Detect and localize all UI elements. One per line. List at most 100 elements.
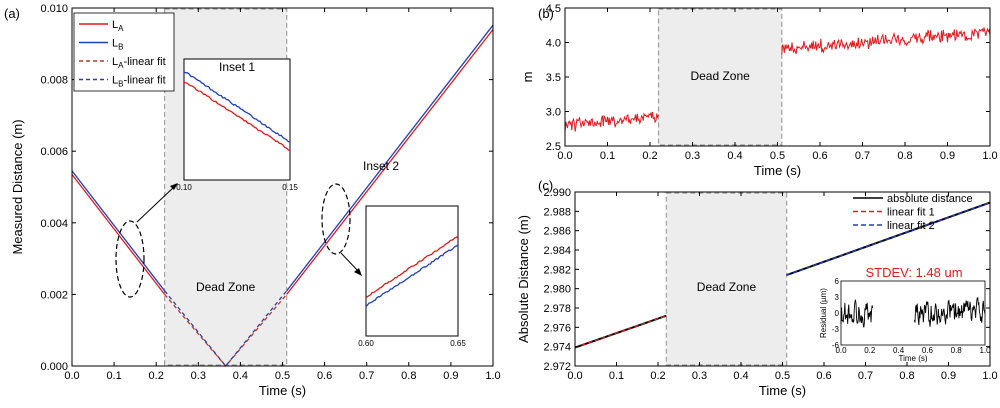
legend-label: linear fit 1 <box>887 207 935 219</box>
x-tick-label: 0.1 <box>106 370 121 382</box>
x-tick-label: 0.2 <box>650 370 665 382</box>
arrow-2 <box>340 252 360 273</box>
residual-line <box>840 299 874 328</box>
noisy-series-line <box>564 111 659 133</box>
y-tick-label: 2.974 <box>543 342 571 354</box>
x-axis-label: Time (s) <box>754 163 801 178</box>
inset-x-tick-label: 0.4 <box>893 346 905 355</box>
x-tick-label: 1.0 <box>982 370 997 382</box>
legend-main: L <box>112 56 118 68</box>
x-tick-label: 0.6 <box>816 370 831 382</box>
y-tick-label: 0.000 <box>40 361 68 373</box>
legend-main: L <box>112 75 118 87</box>
x-tick-label: 0.3 <box>692 370 707 382</box>
x-tick-label: 0.0 <box>557 150 572 162</box>
panel-b-chart: Dead Zone 0.0 0.1 0.2 0.3 0.4 0.5 0.6 0.7 0.8 0.9 1… <box>520 3 998 178</box>
legend-sub: A <box>118 24 124 33</box>
y-tick-label: 3.5 <box>546 72 561 84</box>
legend-sub: B <box>118 80 123 89</box>
panel-c-chart: Dead Zone 0.0 0.1 0.2 0.3 0.4 0.5 0.6 0.7 0.8 0.9 1… <box>516 178 998 398</box>
inset-1: 0.10 0.15 Inset 1 <box>176 58 298 192</box>
y-tick-label: 2.5 <box>546 141 561 153</box>
annotation-inset-2: Inset 2 <box>363 159 399 173</box>
arrow-head-2 <box>354 268 362 276</box>
inset-frame <box>840 280 986 346</box>
x-tick-label: 0.9 <box>443 370 458 382</box>
y-tick-label: 2.984 <box>543 245 571 257</box>
dead-zone <box>665 192 788 366</box>
x-axis-label: Time (s) <box>759 383 806 398</box>
inset-x-tick-label: 0.15 <box>282 183 298 192</box>
y-tick-label: 2.972 <box>543 361 571 373</box>
legend-main: L <box>112 38 118 50</box>
inset-frame <box>365 205 459 337</box>
x-tick-label: 0.8 <box>899 370 914 382</box>
legend-main: L <box>112 19 118 31</box>
arrow-1 <box>136 185 176 223</box>
series-line-1 <box>71 170 166 292</box>
panel-label: (a) <box>4 6 20 21</box>
inset-x-tick-label: 0.10 <box>176 183 192 192</box>
x-tick-label: 0.7 <box>855 150 870 162</box>
x-tick-label: 0.5 <box>775 370 790 382</box>
dead-zone-label: Dead Zone <box>697 280 757 294</box>
series-line-1 <box>286 24 494 292</box>
y-tick-label: 2.980 <box>543 284 571 296</box>
x-tick-label: 0.6 <box>812 150 827 162</box>
y-tick-label: 2.986 <box>543 226 571 238</box>
x-tick-label: 0.6 <box>317 370 332 382</box>
legend-suffix: -linear fit <box>123 56 165 68</box>
series-line-0 <box>286 29 494 295</box>
inset-y-tick-label: -3 <box>832 325 840 334</box>
series-line-1 <box>574 315 667 349</box>
dead-zone-label: Dead Zone <box>690 69 750 83</box>
x-tick-label: 0.0 <box>64 370 79 382</box>
y-tick-label: 2.976 <box>543 322 571 334</box>
residual-inset: 0.0 0.2 0.4 0.6 0.8 1.0 -6 -3 0 3 6 Time (s) Residua… <box>819 265 991 363</box>
x-tick-label: 1.0 <box>982 150 997 162</box>
x-tick-label: 0.0 <box>567 370 582 382</box>
x-tick-label: 0.3 <box>685 150 700 162</box>
y-tick-label: 4.0 <box>546 38 561 50</box>
y-tick-label: 2.982 <box>543 264 571 276</box>
inset-title: Inset 1 <box>219 60 255 74</box>
x-tick-label: 0.8 <box>401 370 416 382</box>
x-tick-label: 0.8 <box>897 150 912 162</box>
y-tick-label: 2.990 <box>543 187 571 199</box>
legend-sub: B <box>118 43 123 52</box>
inset-x-label: Time (s) <box>898 354 927 363</box>
inset-line <box>365 235 459 299</box>
y-tick-label: 0.004 <box>40 218 68 230</box>
inset-y-tick-label: 0 <box>835 309 840 318</box>
legend-label: linear fit 2 <box>887 220 935 232</box>
y-axis-label: Measured Distance (m) <box>10 119 25 254</box>
inset-x-tick-label: 0.2 <box>864 346 876 355</box>
x-tick-label: 0.7 <box>359 370 374 382</box>
noisy-series-line <box>781 27 991 55</box>
x-axis-label: Time (s) <box>259 383 306 398</box>
x-tick-label: 0.5 <box>770 150 785 162</box>
inset-line <box>365 244 459 307</box>
x-tick-label: 0.9 <box>941 370 956 382</box>
zoom-ellipse-1 <box>115 220 145 298</box>
series-line-3 <box>164 290 288 368</box>
y-tick-label: 0.002 <box>40 289 68 301</box>
arrow-head-1 <box>170 183 178 190</box>
series-line-0 <box>71 174 166 295</box>
x-tick-label: 0.1 <box>609 370 624 382</box>
panel-label: (c) <box>538 178 553 193</box>
y-tick-label: 0.008 <box>40 75 68 87</box>
x-tick-label: 1.0 <box>485 370 500 382</box>
y-tick-label: 2.988 <box>543 206 571 218</box>
legend-suffix: -linear fit <box>123 75 165 87</box>
y-tick-label: 0.010 <box>40 3 68 15</box>
x-tick-label: 0.5 <box>275 370 290 382</box>
inset-y-tick-label: -6 <box>832 341 840 350</box>
y-tick-label: 4.5 <box>546 3 561 15</box>
y-axis-label: Absolute Distance (m) <box>516 215 531 343</box>
residual-line <box>913 297 986 327</box>
legend-label: LA-linear fit <box>112 56 166 70</box>
x-tick-label: 0.4 <box>233 370 248 382</box>
inset-x-tick-label: 0.6 <box>922 346 934 355</box>
